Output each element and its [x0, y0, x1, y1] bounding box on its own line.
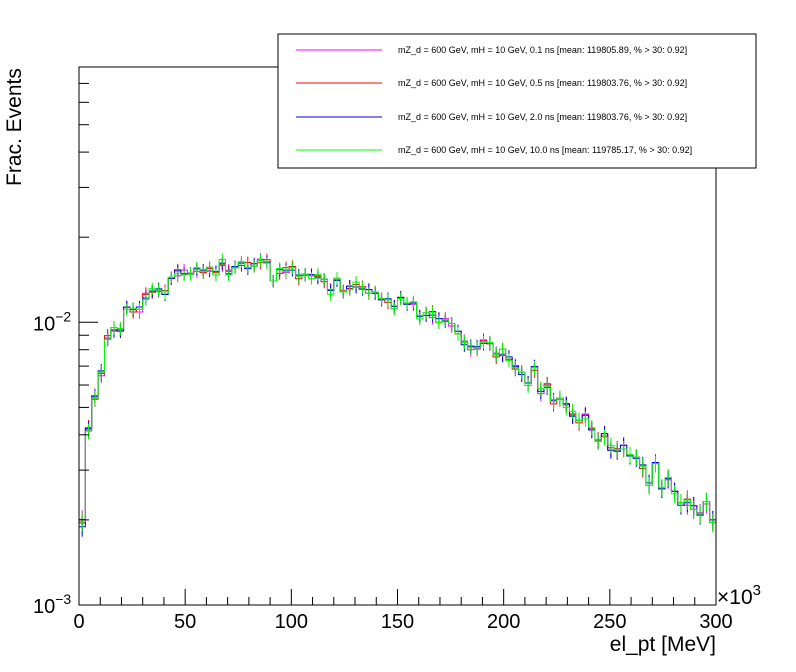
series-3: [79, 253, 716, 533]
x-tick-label: 200: [487, 611, 520, 633]
legend-entries: mZ_d = 600 GeV, mH = 10 GeV, 0.1 ns [mea…: [296, 45, 692, 155]
x-tick-label: 50: [174, 611, 196, 633]
x-axis-title: el_pt [MeV]: [610, 633, 716, 656]
y-tick-label: 10−3: [33, 591, 71, 618]
legend: mZ_d = 600 GeV, mH = 10 GeV, 0.1 ns [mea…: [277, 33, 757, 169]
x-multiplier: ×103: [717, 582, 761, 609]
series-layer: [79, 253, 716, 537]
legend-box: [277, 33, 757, 169]
series-step-line: [79, 258, 716, 523]
x-multiplier-base: ×10: [717, 586, 753, 609]
x-multiplier-exp: 3: [753, 582, 761, 599]
x-tick-label: 100: [275, 611, 308, 633]
legend-label: mZ_d = 600 GeV, mH = 10 GeV, 10.0 ns [me…: [398, 145, 692, 155]
x-tick-label: 250: [593, 611, 626, 633]
x-tick-label: 300: [699, 611, 732, 633]
y-tick-label: 10−2: [33, 308, 71, 335]
legend-label: mZ_d = 600 GeV, mH = 10 GeV, 0.5 ns [mea…: [398, 78, 687, 88]
y-axis-title: Frac. Events: [3, 68, 26, 186]
legend-label: mZ_d = 600 GeV, mH = 10 GeV, 0.1 ns [mea…: [398, 45, 687, 55]
axis-layer: 0 50 100 150 200 250 300 10−3 10−2: [33, 66, 733, 633]
x-tick-label: 0: [73, 611, 84, 633]
legend-label: mZ_d = 600 GeV, mH = 10 GeV, 2.0 ns [mea…: [398, 112, 687, 122]
x-tick-label: 150: [381, 611, 414, 633]
